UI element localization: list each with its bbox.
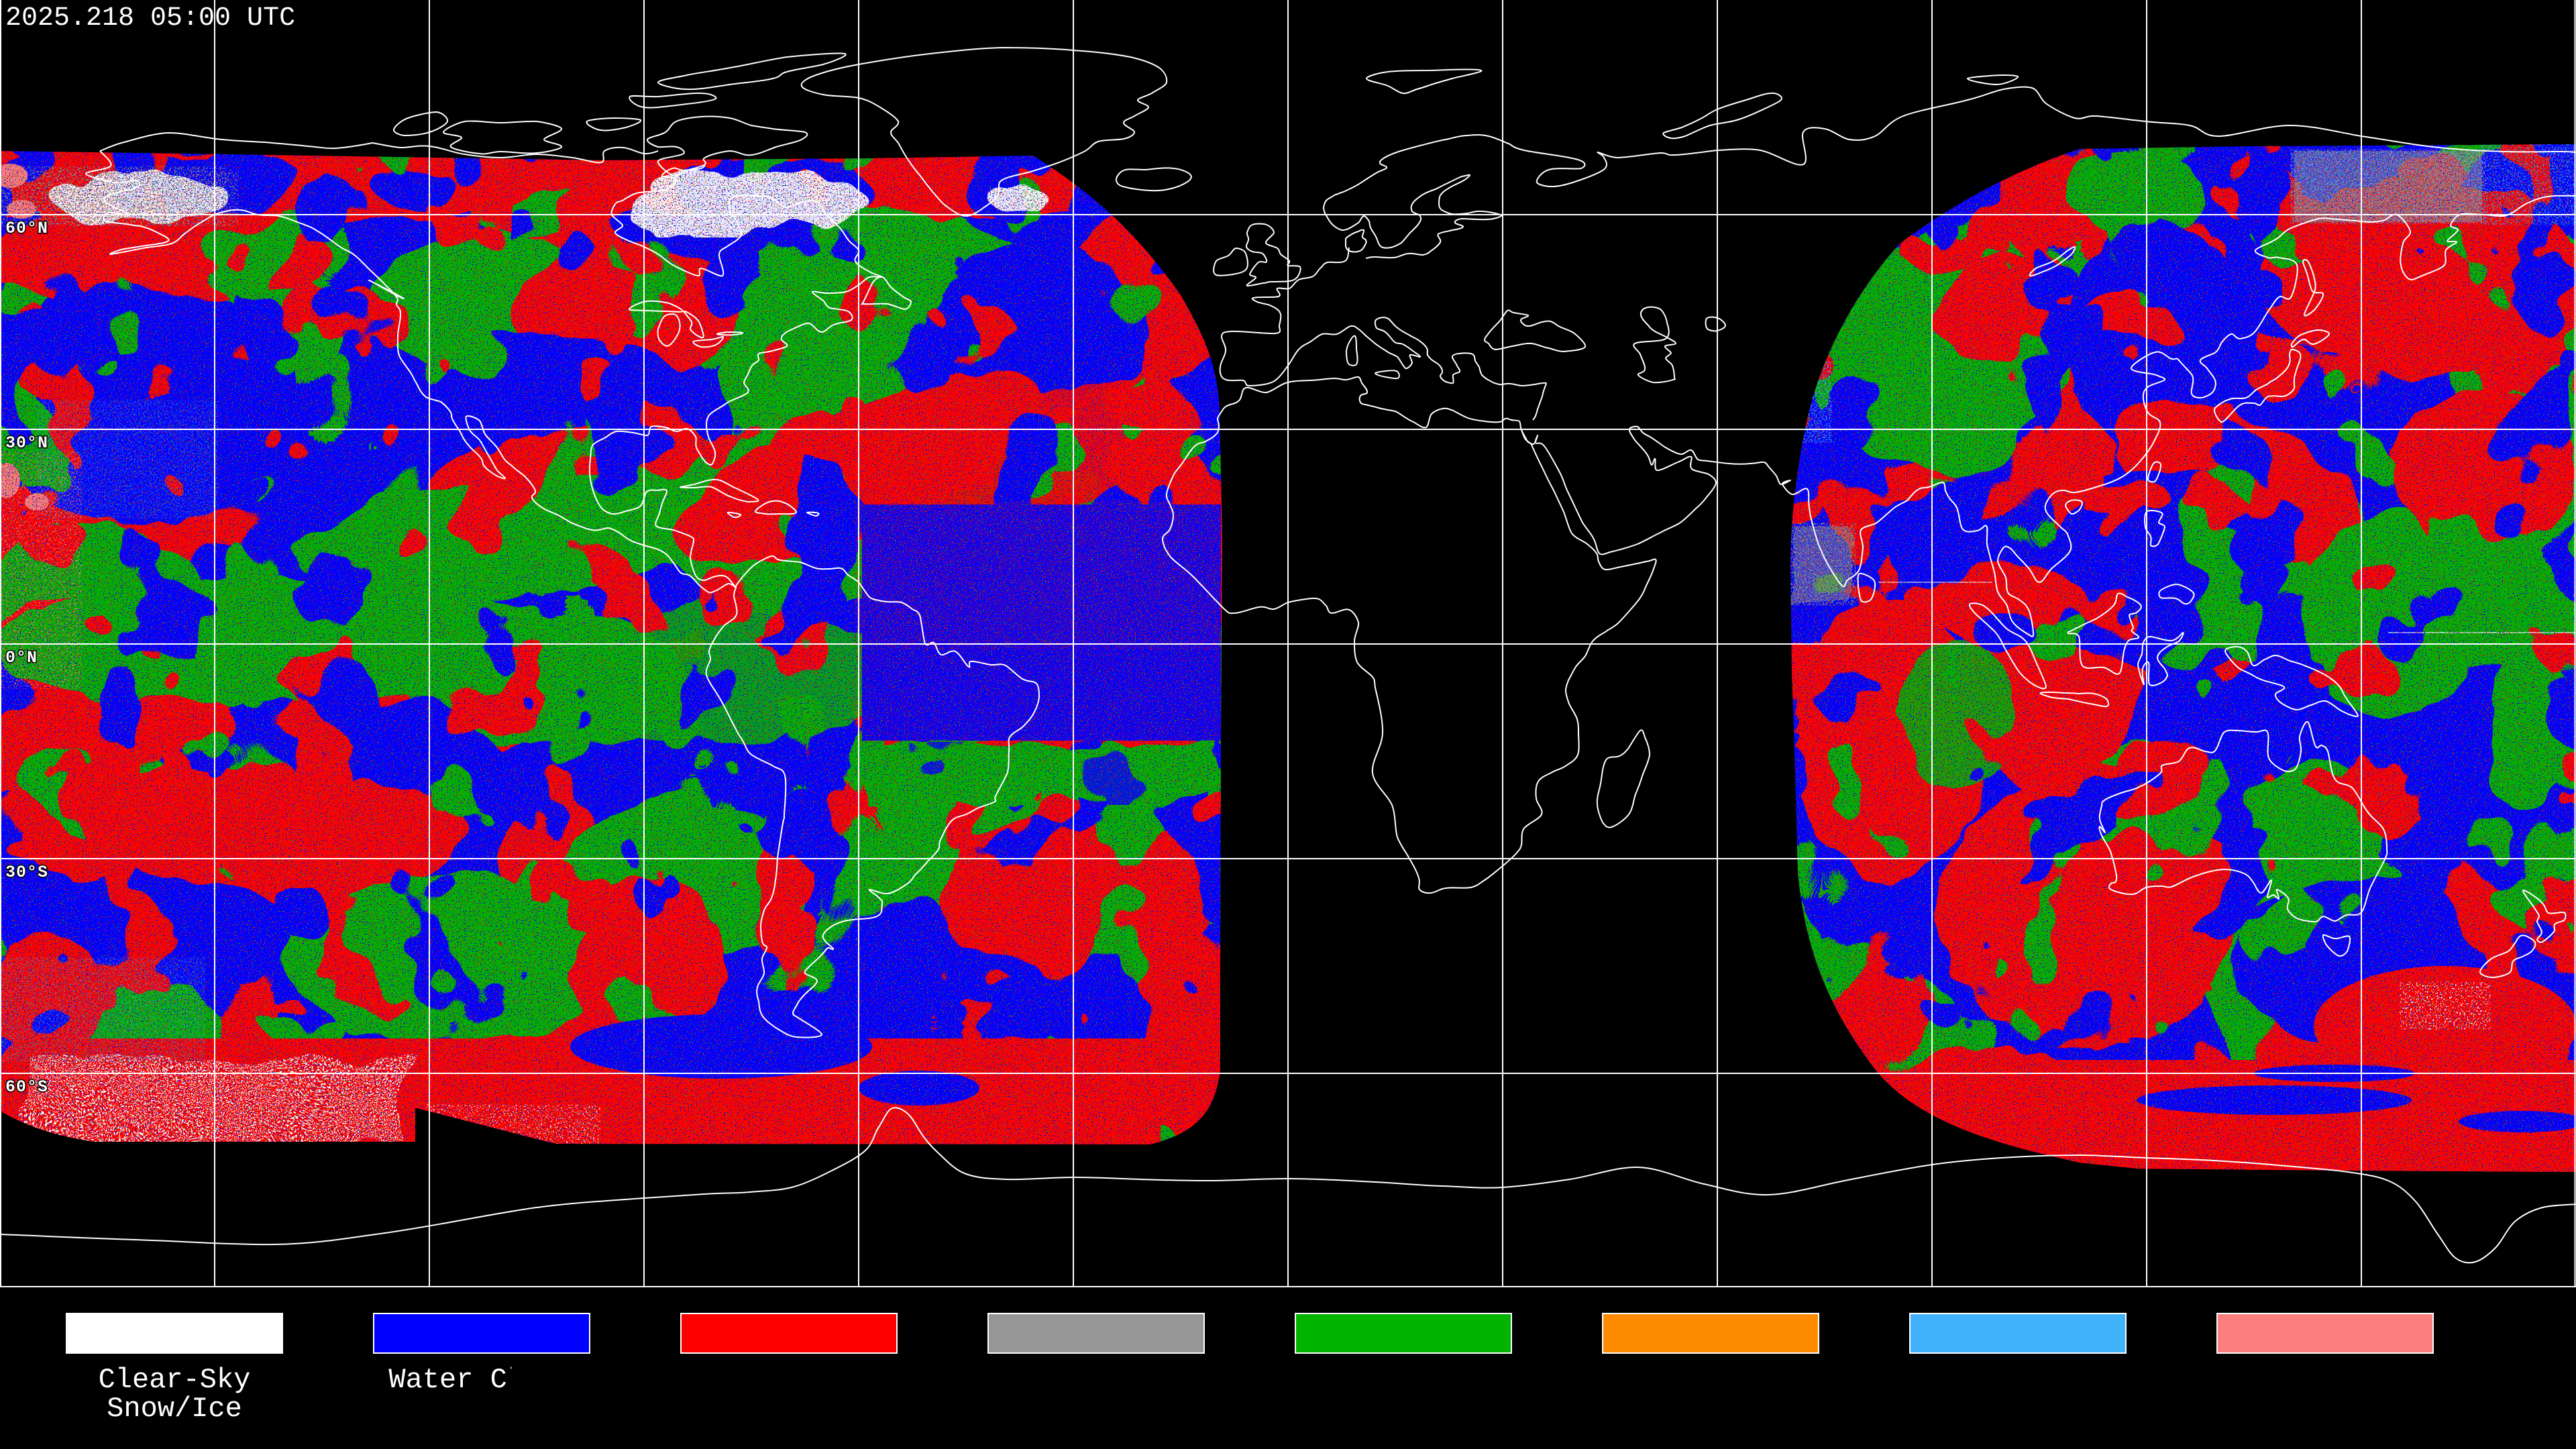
svg-text:Clear-Sky: Clear-Sky — [1328, 1364, 1480, 1396]
svg-text:60°N: 60°N — [5, 219, 48, 238]
svg-text:Clear-Sky: Clear-Sky — [99, 1364, 251, 1396]
svg-text:Possible: Possible — [2257, 1364, 2393, 1396]
svg-text:Snow/Ice: Snow/Ice — [107, 1393, 242, 1425]
svg-text:Bad Input: Bad Input — [1635, 1393, 1787, 1425]
svg-text:Possible: Possible — [1950, 1364, 2086, 1396]
svg-text:Water Cloud: Water Cloud — [1925, 1393, 2110, 1425]
svg-text:Water Cloud: Water Cloud — [388, 1364, 574, 1396]
svg-text:2025.218 05:00 UTC: 2025.218 05:00 UTC — [5, 3, 295, 34]
svg-text:No Data /: No Data / — [1635, 1364, 1787, 1396]
svg-text:Ice Cloud: Ice Cloud — [713, 1364, 865, 1396]
svg-text:30°N: 30°N — [5, 433, 48, 453]
svg-text:0°N: 0°N — [5, 648, 38, 667]
svg-text:60°S: 60°S — [5, 1077, 48, 1097]
svg-text:No Retrieval: No Retrieval — [995, 1364, 1197, 1396]
svg-text:Ice Cloud: Ice Cloud — [2249, 1393, 2402, 1425]
svg-text:30°S: 30°S — [5, 863, 48, 882]
svg-text:Land/Water: Land/Water — [1319, 1393, 1488, 1425]
